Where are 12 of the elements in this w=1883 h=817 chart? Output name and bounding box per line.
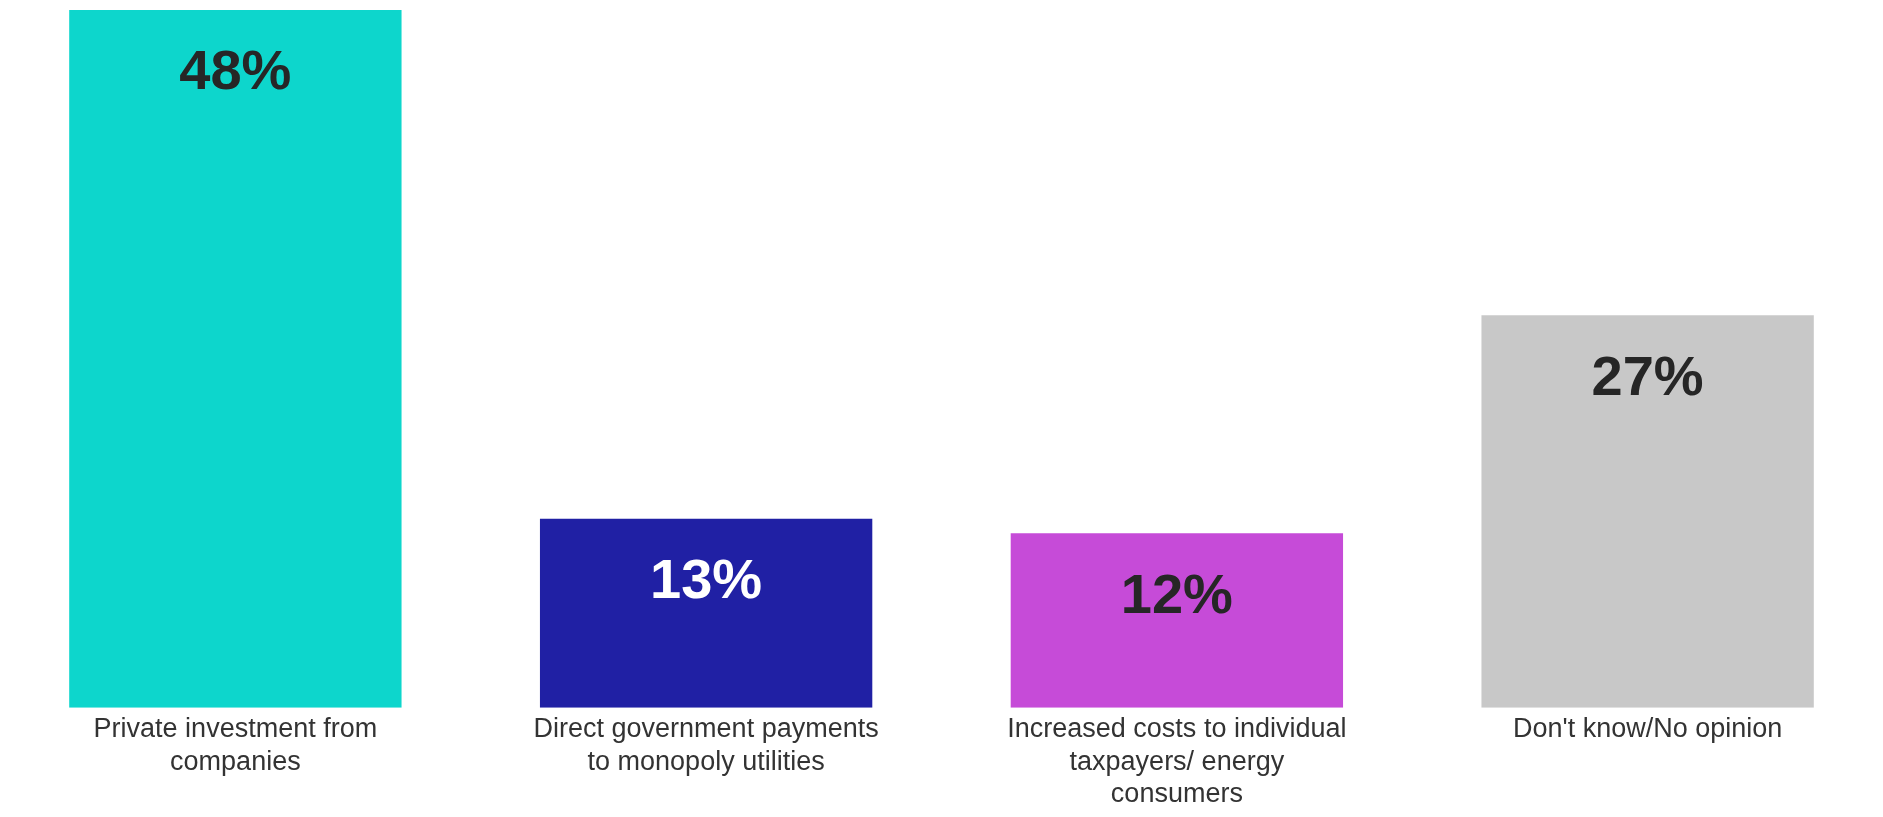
bar [69, 10, 402, 708]
data-label: 48% [179, 38, 292, 102]
x-tick-label: Don't know/No opinion [1512, 713, 1783, 744]
bar [1481, 315, 1814, 708]
x-tick-label: Private investment from companies [93, 713, 378, 776]
x-tick-label: Direct government payments to monopoly utilities [533, 713, 879, 776]
bar [539, 518, 873, 708]
x-tick-label: Increased costs to individual taxpayers/ energy consumers [1007, 713, 1347, 809]
bar [1010, 533, 1344, 708]
data-label: 13% [650, 547, 763, 611]
data-label: 12% [1120, 561, 1233, 625]
data-label: 27% [1591, 343, 1704, 407]
